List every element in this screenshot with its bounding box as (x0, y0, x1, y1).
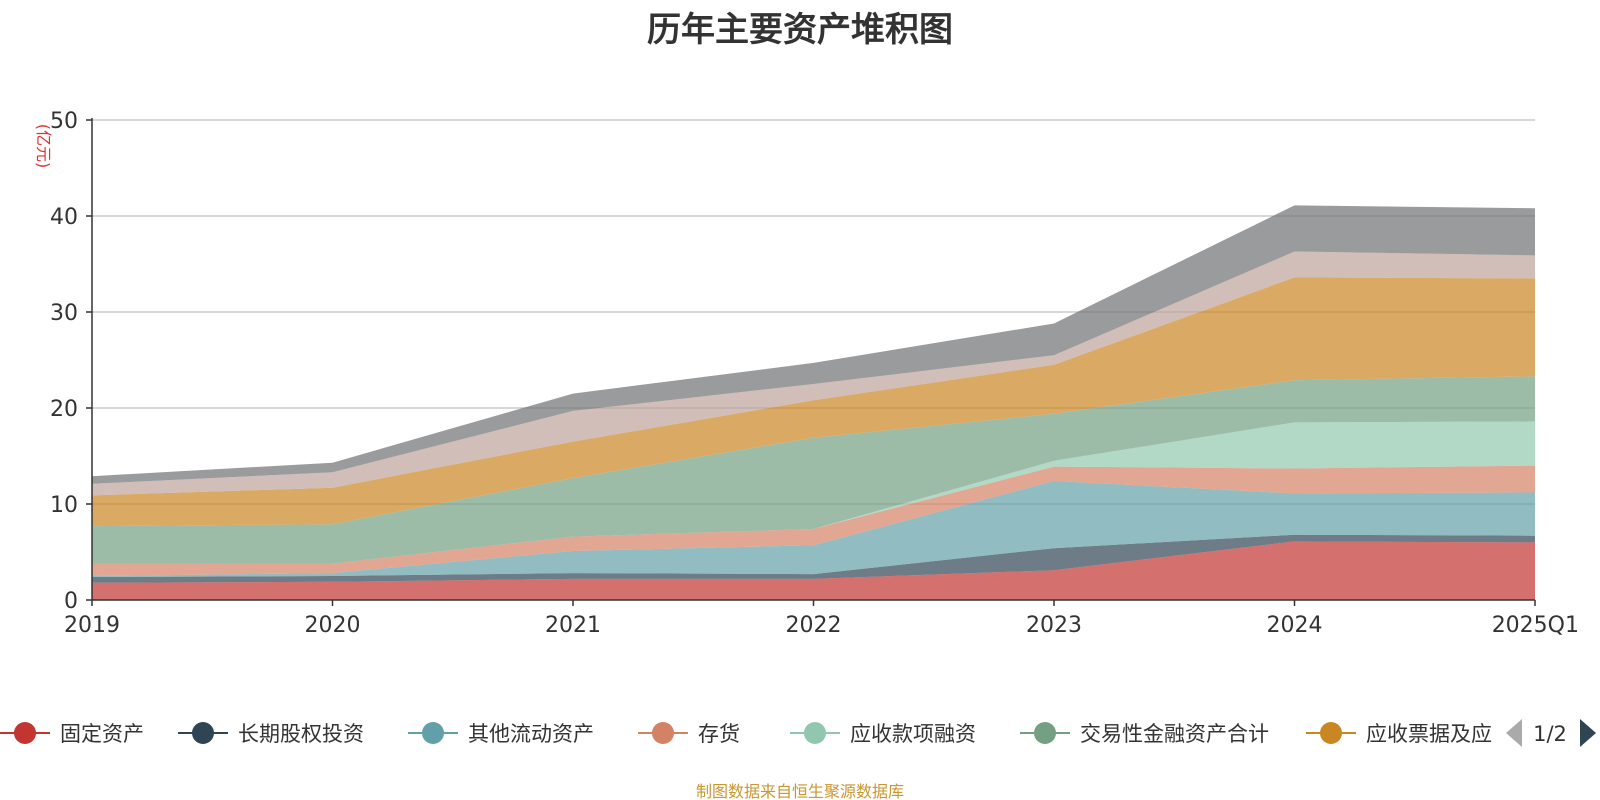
legend-label: 应收票据及应 (1366, 722, 1492, 746)
legend-marker (804, 722, 826, 744)
legend-item[interactable]: 其他流动资产 (408, 722, 594, 746)
x-tick-label: 2020 (305, 613, 361, 638)
y-tick-label: 50 (50, 109, 78, 134)
triangle-right-icon[interactable] (1580, 719, 1596, 747)
area-series-2 (92, 481, 1535, 577)
x-tick-label: 2024 (1267, 613, 1323, 638)
area-layer (92, 205, 1535, 600)
chart-title: 历年主要资产堆积图 (647, 10, 953, 50)
area-series-4 (92, 421, 1535, 564)
legend-label: 应收款项融资 (850, 722, 976, 746)
legend: 固定资产 长期股权投资 其他流动资产 存货 应收款项融资 交易性金融资产合计 应收票据及应 1… (0, 719, 1596, 747)
y-tick-label: 30 (50, 301, 78, 326)
legend-item[interactable]: 固定资产 (0, 722, 144, 746)
legend-marker (652, 722, 674, 744)
x-tick-label: 2023 (1026, 613, 1082, 638)
legend-label: 其他流动资产 (468, 722, 594, 746)
x-tick-label: 2025Q1 (1492, 613, 1579, 638)
area-series-8 (92, 205, 1535, 484)
x-tick-label: 2021 (545, 613, 601, 638)
area-series-1 (92, 534, 1535, 583)
area-series-5 (92, 376, 1535, 564)
legend-item[interactable]: 应收票据及应 (1306, 722, 1492, 746)
area-series-6 (92, 277, 1535, 527)
y-axis-label: (亿元) (34, 124, 53, 169)
x-tick-label: 2022 (786, 613, 842, 638)
triangle-left-icon[interactable] (1506, 719, 1522, 747)
area-series-3 (92, 465, 1535, 576)
legend-label: 长期股权投资 (238, 722, 364, 746)
legend-item[interactable]: 存货 (638, 722, 740, 746)
legend-marker (1320, 722, 1342, 744)
legend-item[interactable]: 长期股权投资 (178, 722, 364, 746)
axis-layer: 0 10 20 30 40 50 2019 2020 2021 2022 2023 2024 2025Q… (34, 109, 1579, 638)
area-series-7 (92, 251, 1535, 496)
y-tick-label: 0 (64, 589, 78, 614)
legend-page-indicator: 1/2 (1533, 722, 1567, 746)
legend-item[interactable]: 交易性金融资产合计 (1020, 722, 1269, 746)
area-series-0 (92, 541, 1535, 600)
x-tick-label: 2019 (64, 613, 120, 638)
legend-item[interactable]: 应收款项融资 (790, 722, 976, 746)
y-tick-label: 40 (50, 205, 78, 230)
legend-label: 存货 (698, 722, 740, 746)
legend-label: 固定资产 (60, 722, 144, 746)
legend-marker (1034, 722, 1056, 744)
legend-marker (14, 722, 36, 744)
y-tick-label: 20 (50, 397, 78, 422)
legend-marker (192, 722, 214, 744)
legend-label: 交易性金融资产合计 (1080, 722, 1269, 746)
y-tick-label: 10 (50, 493, 78, 518)
source-note: 制图数据来自恒生聚源数据库 (695, 782, 904, 800)
legend-marker (422, 722, 444, 744)
